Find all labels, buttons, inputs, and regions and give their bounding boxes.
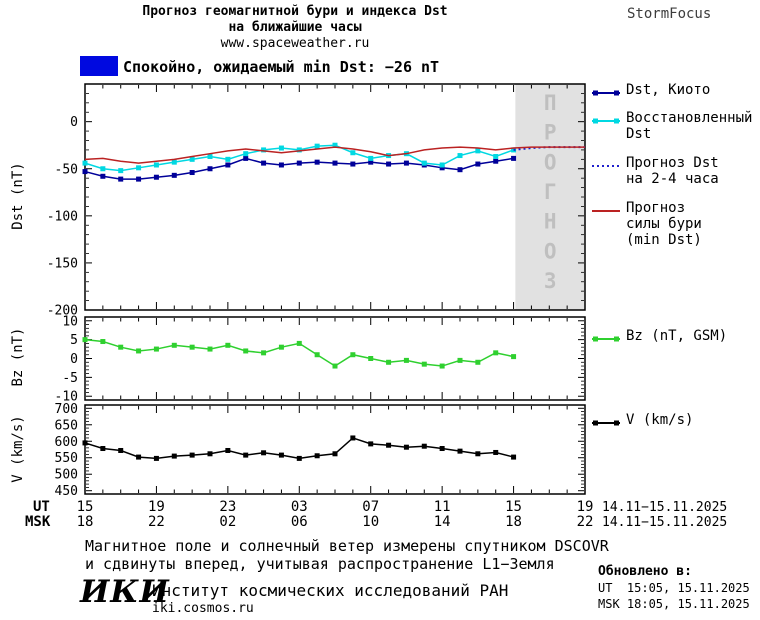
forecast-region-letter: Г [544, 180, 557, 204]
y-tick-label: -50 [55, 162, 78, 177]
y-axis-label-v: V (km/s) [10, 415, 26, 483]
legend-label-forecast-dst: Прогноз Dst на 2-4 часа [626, 155, 719, 187]
legend-label-v: V (km/s) [626, 412, 694, 428]
legend-item-dst-kyoto: Dst, Киото [592, 82, 710, 103]
x-tick-label: 15 [505, 499, 522, 515]
legend-item-forecast-storm: Прогноз силы бури (min Dst) [592, 200, 702, 248]
status-color-swatch [80, 56, 118, 76]
y-axis-label-dst: Dst (nT) [10, 162, 26, 230]
legend-sample-forecast-storm-icon [592, 202, 620, 221]
msk-axis-prefix: MSK [25, 514, 51, 530]
chart-0-ticks: 0 -50 -100 -150 -200 [47, 85, 586, 319]
series-Восстановленный Dst [82, 142, 517, 174]
y-tick-label: -150 [47, 256, 78, 271]
series-Bz (nT, GSM) [82, 337, 517, 369]
legend-item-v: V (km/s) [592, 412, 693, 433]
site-url: www.spaceweather.ru [220, 36, 370, 51]
y-tick-label: 650 [55, 418, 78, 433]
chart-1-ticks: 10 5 0 -5 -10 [55, 314, 586, 405]
x-tick-label: 07 [362, 499, 380, 515]
forecast-region-letter: Р [544, 121, 557, 145]
legend-label-forecast-storm: Прогноз силы бури (min Dst) [626, 200, 702, 248]
legend-item-forecast-dst: Прогноз Dst на 2-4 часа [592, 155, 719, 187]
forecast-region-letter: З [544, 269, 557, 293]
x-tick-label: 15 [76, 499, 94, 515]
chart-1: 10 5 0 -5 -10 [55, 314, 586, 405]
forecast-region-letter: О [544, 239, 557, 263]
iki-logo: ИКИ [80, 574, 170, 610]
x-tick-label: 19 [576, 499, 594, 515]
y-tick-label: -100 [47, 209, 78, 224]
legend-sample-forecast-dst-icon [592, 157, 620, 176]
x-tick-label: 18 [76, 514, 94, 530]
header: Прогноз геомагнитной бури и индекса Dst … [35, 4, 555, 52]
y-tick-label: 450 [55, 484, 78, 499]
legend-item-bz: Bz (nT, GSM) [592, 328, 727, 349]
chart-frame [84, 83, 586, 311]
page-subtitle: на ближайшие часы [228, 20, 362, 35]
forecast-region-letter: П [544, 91, 557, 115]
ut-tick-row: 15 19 23 03 07 11 15 19 [0, 499, 760, 515]
brand-label: StormFocus [627, 6, 712, 22]
status-text: Спокойно, ожидаемый min Dst: −26 nT [123, 58, 440, 76]
legend-label-bz: Bz (nT, GSM) [626, 328, 728, 344]
x-tick-label: 03 [290, 499, 308, 515]
legend-sample-bz-icon [592, 330, 620, 349]
x-tick-label: 23 [219, 499, 237, 515]
x-tick-label: 11 [433, 499, 451, 515]
x-tick-label: 14 [433, 514, 451, 530]
series-V (km/s) [82, 435, 517, 461]
legend-item-restored-dst: Восстановленный Dst [592, 110, 752, 142]
y-tick-label: 700 [55, 402, 78, 417]
x-tick-label: 10 [362, 514, 380, 530]
legend-sample-dst-kyoto-icon [592, 84, 620, 103]
msk-tick-row: 18 22 02 06 10 14 18 22 [0, 514, 760, 530]
y-tick-label: 550 [55, 451, 78, 466]
y-tick-label: 0 [70, 352, 78, 367]
legend-label-restored-dst: Восстановленный Dst [626, 110, 753, 142]
updated-time-msk: MSK 18:05, 15.11.2025 [598, 597, 750, 611]
legend-sample-v-icon [592, 414, 620, 433]
forecast-region [515, 84, 585, 310]
ut-axis-prefix: UT [33, 499, 50, 515]
x-tick-label: 02 [219, 514, 237, 530]
page-title: Прогноз геомагнитной бури и индекса Dst [142, 4, 448, 19]
msk-date-range: 14.11−15.11.2025 [602, 515, 728, 530]
updated-time-ut: UT 15:05, 15.11.2025 [598, 581, 750, 595]
institute-site-url: iki.cosmos.ru [152, 601, 254, 616]
chart-frame [84, 316, 586, 401]
x-tick-label: 06 [290, 514, 308, 530]
legend-sample-restored-dst-icon [592, 112, 620, 131]
ut-date-range: 14.11−15.11.2025 [602, 500, 728, 515]
footnote-line2: и сдвинуты вперед, учитывая распростране… [85, 555, 555, 573]
x-tick-label: 18 [505, 514, 522, 530]
y-tick-label: 600 [55, 435, 78, 450]
chart-frame [84, 404, 586, 495]
y-tick-label: -5 [62, 371, 78, 386]
institute-name: Институт космических исследований РАН [152, 581, 509, 600]
legend-label-dst-kyoto: Dst, Киото [626, 82, 711, 98]
forecast-region-letter: О [544, 150, 557, 174]
y-tick-label: -200 [47, 304, 78, 319]
x-tick-label: 19 [147, 499, 165, 515]
y-tick-label: 5 [70, 333, 78, 348]
updated-label: Обновлено в: [598, 564, 692, 579]
y-tick-label: 500 [55, 468, 78, 483]
y-tick-label: -10 [55, 390, 78, 405]
series-Прогноз силы бури (min Dst) [84, 146, 585, 164]
x-tick-label: 22 [576, 514, 594, 530]
y-tick-label: 10 [62, 314, 78, 329]
x-tick-label: 22 [147, 514, 165, 530]
footnote-line1: Магнитное поле и солнечный ветер измерен… [85, 537, 609, 555]
y-tick-label: 0 [70, 115, 78, 130]
forecast-region-letter: Н [544, 210, 557, 234]
series-Dst, Киото [82, 155, 517, 182]
